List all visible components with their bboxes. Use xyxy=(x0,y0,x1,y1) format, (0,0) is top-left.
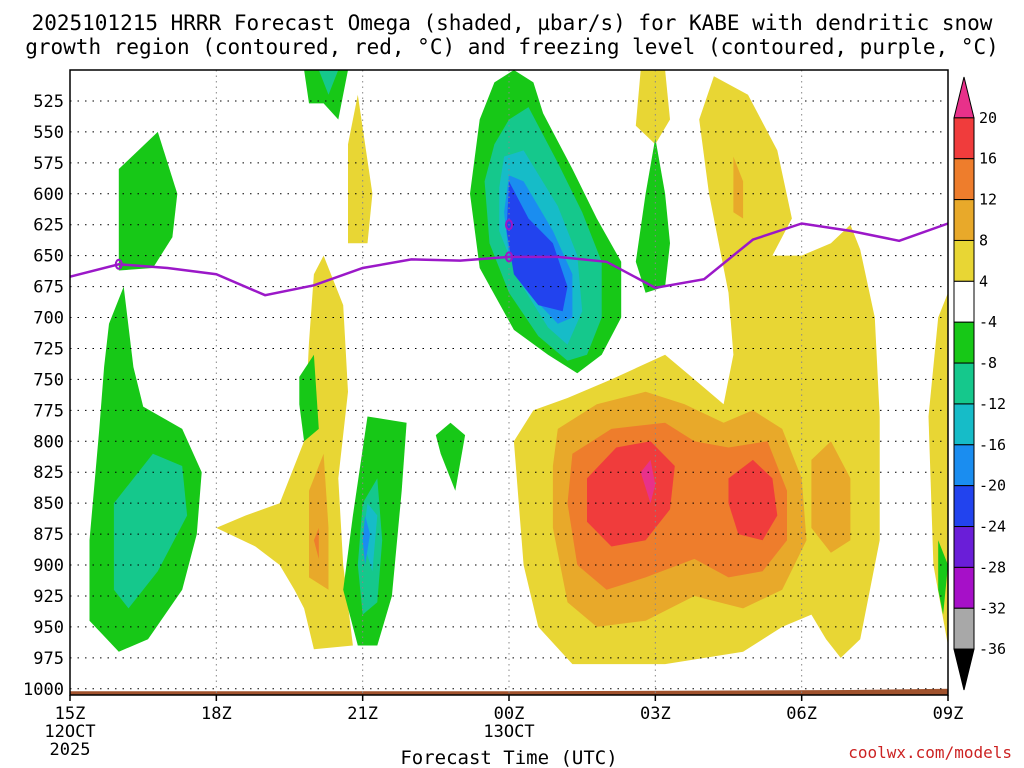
colorbar-label--16: -16 xyxy=(979,436,1006,454)
omega-region-4 xyxy=(304,70,348,120)
omega-region-9 xyxy=(362,503,378,572)
freezing-level-marker-2 xyxy=(505,251,513,263)
x-tick-label-21Z: 21Z xyxy=(347,704,378,724)
freezing-level-marker-3 xyxy=(505,219,513,231)
y-tick-label-850: 850 xyxy=(33,494,64,514)
x-tick-label-15Z: 15Z xyxy=(55,704,86,724)
omega-region-3 xyxy=(113,453,188,609)
warm-advection-region-1 xyxy=(635,70,670,145)
y-tick-label-950: 950 xyxy=(33,618,64,638)
y-tick-label-800: 800 xyxy=(33,432,64,452)
warm-advection-region-5 xyxy=(587,441,675,547)
colorbar-label-12: 12 xyxy=(979,191,997,209)
y-tick-label-975: 975 xyxy=(33,649,64,669)
x-tick-label-06Z: 06Z xyxy=(786,704,817,724)
y-tick-label-825: 825 xyxy=(33,463,64,483)
y-tick-label-675: 675 xyxy=(33,278,64,298)
y-tick-label-575: 575 xyxy=(33,154,64,174)
credit-text: coolwx.com/models xyxy=(848,743,1012,762)
colorbar-segment-12 xyxy=(953,526,975,568)
colorbar-label--32: -32 xyxy=(979,599,1006,617)
colorbar-label--8: -8 xyxy=(979,354,997,372)
omega-region-11 xyxy=(435,422,466,491)
warm-advection-region-7 xyxy=(640,459,656,504)
plot-area xyxy=(70,70,948,695)
colorbar-segment-4 xyxy=(953,199,975,241)
x-tick-year-2025: 2025 xyxy=(50,740,91,760)
warm-advection-region-13 xyxy=(348,94,373,244)
y-tick-label-875: 875 xyxy=(33,525,64,545)
colorbar-label-20: 20 xyxy=(979,109,997,127)
freezing-level-marker-1 xyxy=(114,258,123,270)
colorbar-segment-11 xyxy=(953,485,975,528)
colorbar-label--4: -4 xyxy=(979,313,997,331)
colorbar-segment-13 xyxy=(953,566,975,609)
colorbar-segment-7 xyxy=(953,321,975,364)
warm-advection-region-6 xyxy=(728,459,778,541)
colorbar-label--28: -28 xyxy=(979,558,1006,576)
freezing-level-line xyxy=(69,222,949,297)
colorbar-label--20: -20 xyxy=(979,477,1006,495)
x-tick-date-13OCT: 13OCT xyxy=(483,722,534,742)
omega-region-10 xyxy=(362,515,370,565)
omega-region-17 xyxy=(635,138,670,293)
colorbar-label--24: -24 xyxy=(979,518,1006,536)
x-tick-label-18Z: 18Z xyxy=(201,704,232,724)
colorbar: 20 16 12 8 4 -4 -8 -12 -16 -20 -24 -28 -32 -36 xyxy=(953,76,1006,691)
y-tick-label-725: 725 xyxy=(33,339,64,359)
x-tick-label-00Z: 00Z xyxy=(494,704,525,724)
colorbar-segment-9 xyxy=(953,403,975,446)
colorbar-segment-15 xyxy=(953,648,975,691)
omega-region-6 xyxy=(299,354,319,442)
x-tick-date-12OCT: 12OCT xyxy=(44,722,95,742)
chart-title-line2: growth region (contoured, red, °C) and f… xyxy=(25,35,999,59)
x-tick-label-09Z: 09Z xyxy=(933,704,964,724)
y-tick-label-525: 525 xyxy=(33,92,64,112)
colorbar-segment-3 xyxy=(953,158,975,201)
colorbar-segment-10 xyxy=(953,444,975,487)
y-axis: 525 550 575 600 625 650 675 700 725 750 775 800 825 8… xyxy=(23,92,64,700)
colorbar-label--36: -36 xyxy=(979,640,1006,658)
omega-region-5 xyxy=(318,70,339,95)
y-tick-label-625: 625 xyxy=(33,216,64,236)
y-tick-label-1000: 1000 xyxy=(23,680,64,700)
y-tick-label-925: 925 xyxy=(33,587,64,607)
warm-advection-region-8 xyxy=(811,441,851,553)
colorbar-segment-5 xyxy=(953,239,975,282)
colorbar-label--12: -12 xyxy=(979,395,1006,413)
y-tick-label-775: 775 xyxy=(33,401,64,421)
warm-advection-region-11 xyxy=(309,453,329,590)
y-tick-label-600: 600 xyxy=(33,185,64,205)
y-tick-label-550: 550 xyxy=(33,123,64,143)
chart-title-line1: 2025101215 HRRR Forecast Omega (shaded, … xyxy=(32,11,993,35)
y-tick-label-650: 650 xyxy=(33,247,64,267)
colorbar-label-16: 16 xyxy=(979,150,997,168)
colorbar-segment-2 xyxy=(953,117,975,160)
warm-advection-region-12 xyxy=(313,527,319,559)
y-tick-label-900: 900 xyxy=(33,556,64,576)
colorbar-label-4: 4 xyxy=(979,272,988,290)
freezing-level-layer xyxy=(69,219,949,297)
colorbar-segment-14 xyxy=(953,607,975,650)
x-axis-label: Forecast Time (UTC) xyxy=(400,747,617,768)
warm-advection-region-10 xyxy=(216,255,353,650)
colorbar-segment-8 xyxy=(953,362,975,405)
colorbar-label-8: 8 xyxy=(979,231,988,249)
omega-region-16 xyxy=(506,181,568,312)
colorbar-segment-6 xyxy=(953,280,975,323)
omega-region-1 xyxy=(118,131,178,271)
colorbar-segment-1 xyxy=(953,76,975,119)
warm-advection-region-9 xyxy=(733,156,744,219)
y-tick-label-750: 750 xyxy=(33,370,64,390)
x-tick-label-03Z: 03Z xyxy=(640,704,671,724)
y-tick-label-700: 700 xyxy=(33,309,64,329)
